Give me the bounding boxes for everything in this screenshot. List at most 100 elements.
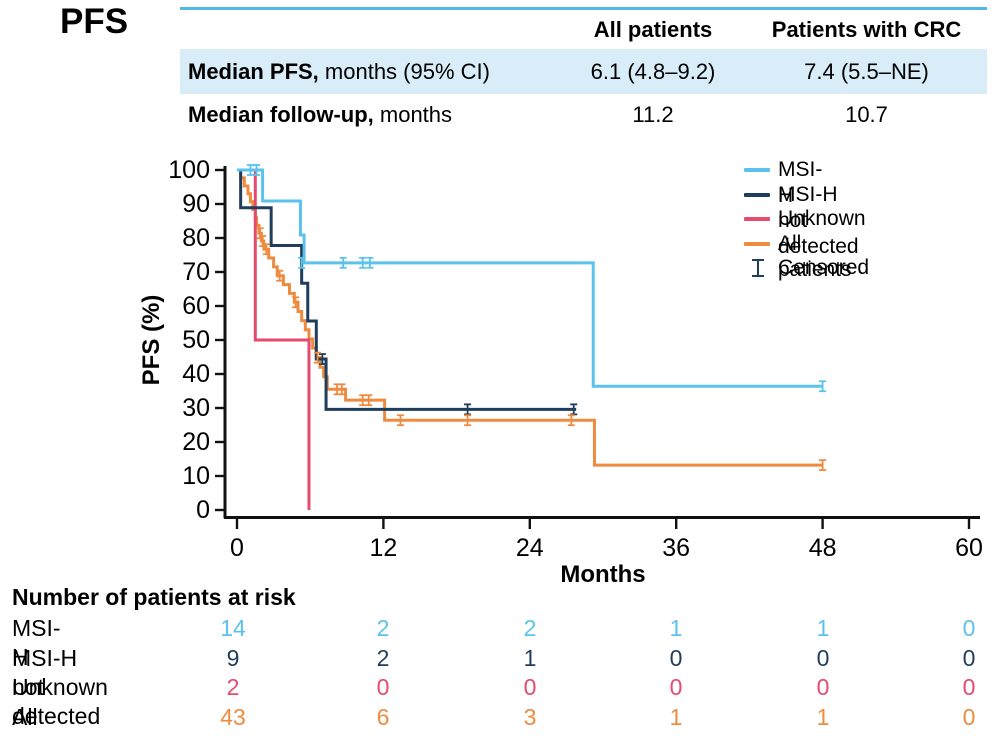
legend-swatch-unknown — [744, 217, 770, 221]
summary-row-median-followup: Median follow-up, months 11.2 10.7 — [180, 94, 987, 136]
y-tick-label: 40 — [182, 360, 210, 388]
legend-label: Unknown — [778, 207, 866, 230]
at-risk-value: 0 — [962, 674, 976, 700]
censor-mark — [253, 164, 261, 176]
x-axis-label: Months — [560, 561, 646, 588]
summary-table: All patients Patients with CRC Median PF… — [180, 7, 987, 136]
at-risk-value: 0 — [816, 674, 830, 700]
row-label-rest: months — [373, 102, 453, 127]
at-risk-value: 1 — [816, 615, 830, 641]
censor-mark — [292, 296, 300, 309]
y-tick-label: 20 — [182, 428, 210, 456]
censored-icon — [752, 259, 764, 277]
at-risk-value: 0 — [669, 644, 683, 671]
x-tick-label: 24 — [515, 534, 544, 562]
at-risk-value: 0 — [523, 674, 537, 700]
legend-swatch-all-patients — [744, 241, 770, 246]
at-risk-value: 1 — [816, 703, 830, 730]
censor-mark — [276, 269, 284, 282]
censor-mark — [338, 383, 346, 396]
at-risk-value: 1 — [669, 615, 683, 641]
at-risk-header: Number of patients at risk — [12, 584, 296, 610]
legend-label: MSI-H — [778, 158, 823, 207]
censor-mark — [819, 459, 827, 472]
x-tick-label: 36 — [662, 534, 691, 562]
y-tick-label: 70 — [182, 258, 210, 286]
legend-swatch-msi-h-not-detected — [744, 192, 770, 197]
page-title: PFS — [60, 2, 129, 41]
censor-mark — [318, 353, 326, 365]
legend-label: All patients — [778, 231, 852, 281]
at-risk-value: 14 — [220, 615, 246, 641]
censor-mark — [339, 256, 347, 269]
censor-mark — [365, 394, 373, 407]
row-label: Median PFS, months (95% CI) — [180, 59, 560, 85]
at-risk-value: 1 — [669, 703, 683, 730]
legend-swatch-msi-h — [744, 168, 770, 172]
col-header-all-patients: All patients — [593, 16, 713, 42]
row-label-bold: Median follow-up, — [188, 102, 374, 127]
at-risk-label: All patients — [12, 703, 93, 736]
y-tick-label: 10 — [182, 462, 210, 490]
at-risk-value: 2 — [376, 644, 390, 671]
x-tick-label: 12 — [369, 534, 398, 562]
at-risk-label: MSI-H — [12, 615, 61, 670]
y-tick-label: 60 — [182, 292, 210, 320]
at-risk-value: 2 — [523, 615, 537, 641]
at-risk-value: 0 — [962, 703, 976, 730]
summary-header-row: All patients Patients with CRC — [180, 10, 987, 49]
censor-mark — [314, 351, 322, 364]
censor-mark — [464, 414, 472, 427]
at-risk-value: 0 — [669, 674, 683, 700]
cell-median-pfs-crc: 7.4 (5.5–NE) — [804, 58, 929, 84]
legend-label: MSI-H not detected — [778, 182, 859, 258]
at-risk-value: 0 — [816, 644, 830, 671]
at-risk-value: 0 — [962, 615, 976, 641]
y-tick-label: 90 — [182, 190, 210, 218]
at-risk-label: Unknown — [12, 674, 108, 700]
censor-mark — [359, 256, 367, 269]
at-risk-value: 3 — [523, 703, 537, 730]
y-tick-label: 50 — [182, 326, 210, 354]
at-risk-value: 2 — [226, 674, 240, 700]
censor-mark — [259, 235, 267, 247]
legend-label: Censored — [778, 256, 870, 279]
censor-mark — [819, 380, 827, 393]
at-risk-value: 43 — [220, 703, 246, 730]
at-risk-value: 2 — [376, 615, 390, 641]
censor-mark — [246, 164, 254, 176]
censor-mark — [298, 256, 306, 269]
at-risk-value: 9 — [226, 644, 240, 671]
y-tick-label: 80 — [182, 224, 210, 252]
km-curve-msi-h — [237, 168, 823, 388]
km-curve-msi-h-not-detected — [237, 168, 577, 411]
x-tick-label: 0 — [230, 534, 244, 562]
y-tick-label: 0 — [196, 496, 210, 524]
at-risk-value: 6 — [376, 703, 390, 730]
x-tick-label: 48 — [808, 534, 837, 562]
row-label-bold: Median PFS, — [188, 58, 319, 84]
censor-mark — [366, 256, 374, 269]
at-risk-value: 0 — [376, 674, 390, 700]
col-header-patients-with-crc: Patients with CRC — [771, 16, 962, 42]
cell-median-followup-all: 11.2 — [632, 102, 674, 127]
row-label: Median follow-up, months — [180, 102, 560, 128]
censor-mark — [359, 394, 367, 407]
x-tick-label: 60 — [955, 534, 983, 562]
censor-mark — [396, 414, 404, 427]
at-risk-value: 0 — [962, 644, 976, 671]
row-label-rest: months (95% CI) — [318, 58, 490, 84]
y-tick-label: 30 — [182, 394, 210, 422]
censor-mark — [567, 414, 575, 427]
censor-mark — [262, 243, 270, 256]
summary-row-median-pfs: Median PFS, months (95% CI) 6.1 (4.8–9.2… — [180, 49, 987, 94]
cell-median-followup-crc: 10.7 — [845, 102, 888, 127]
km-curve-all-patients — [237, 168, 823, 467]
cell-median-pfs-all: 6.1 (4.8–9.2) — [590, 58, 716, 84]
at-risk-value: 1 — [523, 644, 537, 671]
